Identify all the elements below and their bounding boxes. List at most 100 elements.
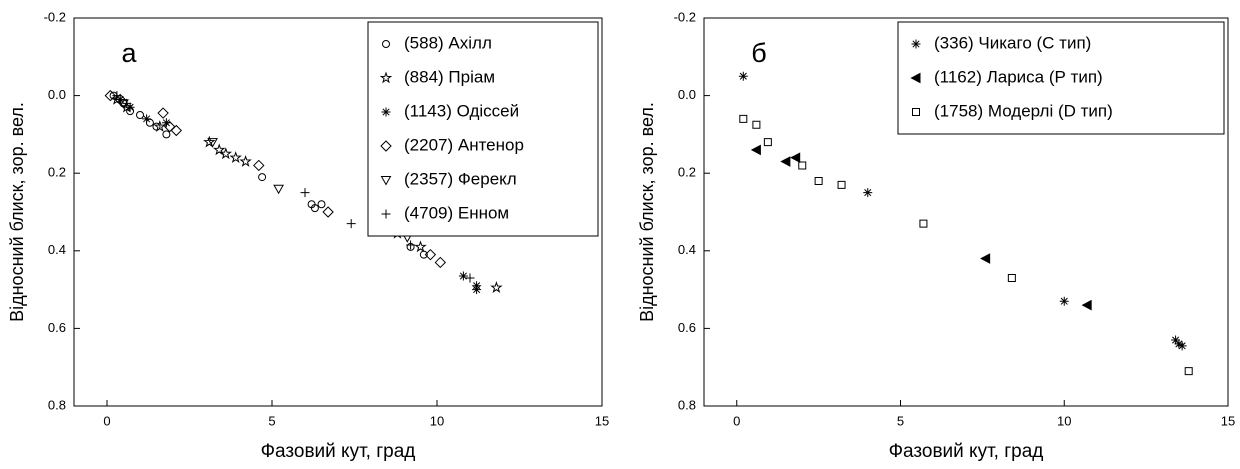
point [157, 107, 169, 119]
y-tick-label: 0.0 [48, 87, 66, 102]
point [790, 152, 801, 164]
legend-box [367, 21, 599, 237]
point [490, 281, 503, 293]
x-tick-label: 5 [897, 413, 904, 428]
point [170, 124, 183, 137]
x-tick-label: 10 [1057, 413, 1071, 428]
point [406, 240, 416, 250]
legend-marker [911, 39, 921, 49]
point [863, 188, 873, 198]
point [142, 114, 152, 124]
x-tick-label: 15 [595, 413, 609, 428]
y-tick-label: 0.4 [48, 242, 66, 257]
x-tick-label: 5 [268, 413, 275, 428]
x-axis-label: Фазовий кут, град [889, 441, 1044, 462]
y-axis-label: Відносний блиск, зор. вел. [637, 102, 657, 322]
point [419, 250, 428, 259]
plot-frame [703, 17, 1229, 407]
point [1174, 339, 1184, 349]
point [1007, 273, 1016, 282]
point [1081, 299, 1092, 311]
legend-label: (1758) Модерлі (D тип) [934, 101, 1113, 120]
point [406, 242, 415, 251]
point [300, 188, 310, 198]
y-tick-label: 0.2 [48, 165, 66, 180]
point [212, 143, 226, 156]
x-tick-label: 15 [1221, 413, 1235, 428]
point [465, 273, 475, 283]
point [739, 114, 748, 123]
point [258, 173, 267, 182]
point [126, 107, 135, 116]
point [472, 285, 482, 295]
legend-label: (336) Чикаго (С тип) [934, 33, 1091, 52]
point [135, 111, 145, 119]
point [104, 89, 117, 102]
point [1177, 341, 1187, 351]
y-tick-label: 0.8 [678, 397, 696, 412]
y-tick-label: 0.2 [678, 165, 696, 180]
point [414, 240, 427, 253]
point [153, 120, 167, 132]
point [1184, 367, 1193, 376]
y-axis-label: Відносний блиск, зор. вел. [7, 102, 27, 322]
point [317, 200, 326, 209]
panel-label: а [121, 38, 137, 68]
y-tick-label: -0.2 [674, 9, 696, 24]
x-tick-label: 0 [103, 413, 110, 428]
point [125, 102, 135, 112]
point [219, 147, 233, 160]
point [207, 138, 218, 148]
point [273, 184, 284, 195]
point [919, 219, 928, 228]
legend-marker [379, 71, 393, 84]
point [239, 155, 252, 167]
point [310, 204, 319, 213]
legend-label: (884) Пріам [404, 67, 495, 86]
point [112, 91, 122, 101]
legend-marker [912, 108, 920, 116]
legend-label: (1143) Одіссей [404, 101, 519, 120]
y-tick-label: 0.6 [678, 320, 696, 335]
x-axis-label: Фазовий кут, град [261, 441, 416, 462]
point [203, 135, 216, 148]
x-tick-label: 0 [733, 413, 740, 428]
legend-marker [910, 72, 921, 84]
point [163, 120, 176, 133]
point [346, 219, 356, 229]
point [752, 120, 761, 129]
point [1171, 335, 1181, 345]
y-tick-label: 0.4 [678, 242, 696, 257]
point [458, 271, 468, 281]
legend-label: (588) Ахілл [404, 33, 492, 52]
legend-box [897, 21, 1225, 135]
point [738, 71, 748, 81]
point [229, 151, 242, 163]
point [253, 159, 265, 172]
point [837, 180, 846, 189]
y-tick-label: 0.0 [678, 87, 696, 102]
legend-label: (4709) Енном [404, 203, 509, 222]
point [763, 138, 772, 147]
point [798, 161, 807, 170]
point [162, 130, 171, 139]
point [122, 98, 132, 108]
plot-frame [73, 17, 603, 407]
x-tick-label: 10 [430, 413, 444, 428]
y-tick-label: 0.6 [48, 320, 66, 335]
legend-marker [381, 209, 391, 219]
point [152, 122, 161, 131]
y-tick-label: 0.8 [48, 397, 66, 412]
legend-marker [381, 40, 391, 48]
legend-marker [380, 140, 392, 152]
point [424, 248, 437, 261]
y-tick-label: -0.2 [44, 9, 66, 24]
point [814, 176, 823, 185]
point [161, 118, 171, 128]
point [322, 206, 334, 218]
legend-marker [381, 107, 391, 117]
legend-marker [380, 176, 392, 186]
panel-label: б [751, 38, 766, 68]
point [780, 156, 791, 167]
point [750, 144, 761, 156]
